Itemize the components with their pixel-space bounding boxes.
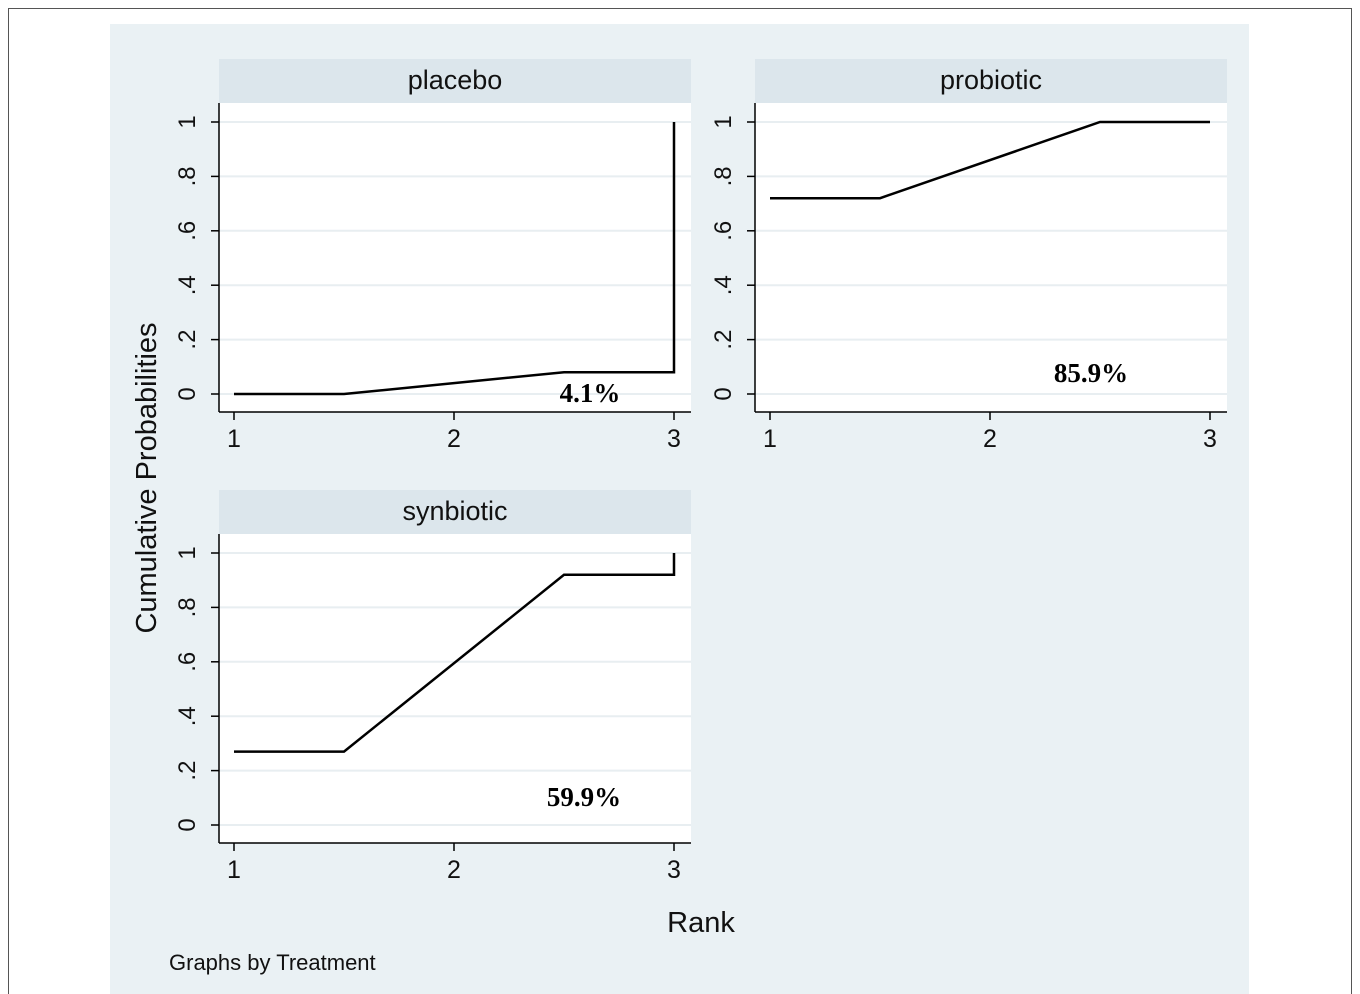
plot-area	[755, 103, 1227, 412]
sucra-annotation: 59.9%	[547, 782, 621, 812]
y-tick-label: 1	[710, 115, 737, 128]
y-tick-label: .6	[710, 221, 737, 241]
x-tick-label: 2	[447, 856, 461, 884]
panel-synbiotic: synbiotic 0 .2 .4 .6 .8 1 1 2 3 59.9%	[174, 490, 691, 884]
y-tick-label: 0	[174, 387, 201, 400]
panel-header	[219, 59, 691, 103]
y-tick-label: .6	[174, 652, 201, 672]
plot-area	[219, 103, 691, 412]
panel-title: placebo	[408, 65, 503, 95]
x-tick-label: 1	[227, 425, 241, 453]
y-tick-label: 1	[174, 546, 201, 559]
figure-frame	[8, 8, 1352, 994]
panel-header	[219, 490, 691, 534]
y-tick-label: .6	[174, 221, 201, 241]
x-tick-label: 2	[983, 425, 997, 453]
y-tick-label: 1	[174, 115, 201, 128]
series-line-probiotic	[770, 120, 1210, 200]
x-tick-label: 3	[1203, 425, 1217, 453]
y-axis-label: Cumulative Probabilities	[131, 322, 163, 633]
panel-placebo: placebo 0 .2 .4 .6 .8 1 1 2 3 4.1%	[174, 59, 691, 453]
y-tick-label: .8	[174, 597, 201, 617]
x-tick-label: 3	[667, 856, 681, 884]
y-tick-label: .2	[710, 330, 737, 350]
x-tick-label: 2	[447, 425, 461, 453]
y-tick-label: .2	[174, 761, 201, 781]
panel-title: synbiotic	[402, 496, 507, 526]
plot-area	[219, 534, 691, 843]
x-axis-label: Rank	[667, 907, 735, 939]
graphs-by-note: Graphs by Treatment	[169, 950, 376, 975]
series-line-synbiotic	[234, 553, 676, 753]
y-tick-label: 0	[174, 818, 201, 831]
x-tick-label: 1	[227, 856, 241, 884]
panel-header	[755, 59, 1227, 103]
panel-probiotic: probiotic 0 .2 .4 .6 .8 1 1 2 3 85.9%	[710, 59, 1227, 453]
y-tick-label: .4	[174, 275, 201, 295]
sucra-annotation: 85.9%	[1054, 358, 1128, 388]
x-tick-label: 1	[763, 425, 777, 453]
y-tick-label: .8	[710, 166, 737, 186]
y-tick-label: .2	[174, 330, 201, 350]
panel-title: probiotic	[940, 65, 1042, 95]
sucra-annotation: 4.1%	[560, 378, 621, 408]
y-tick-label: 0	[710, 387, 737, 400]
series-line-placebo	[234, 122, 676, 396]
y-tick-label: .4	[174, 706, 201, 726]
y-tick-label: .4	[710, 275, 737, 295]
x-tick-label: 3	[667, 425, 681, 453]
panels-group: placebo 0 .2 .4 .6 .8 1 1 2 3 4.1% probiotic 0 .2 .4 .6…	[174, 59, 1227, 884]
y-tick-label: .8	[174, 166, 201, 186]
